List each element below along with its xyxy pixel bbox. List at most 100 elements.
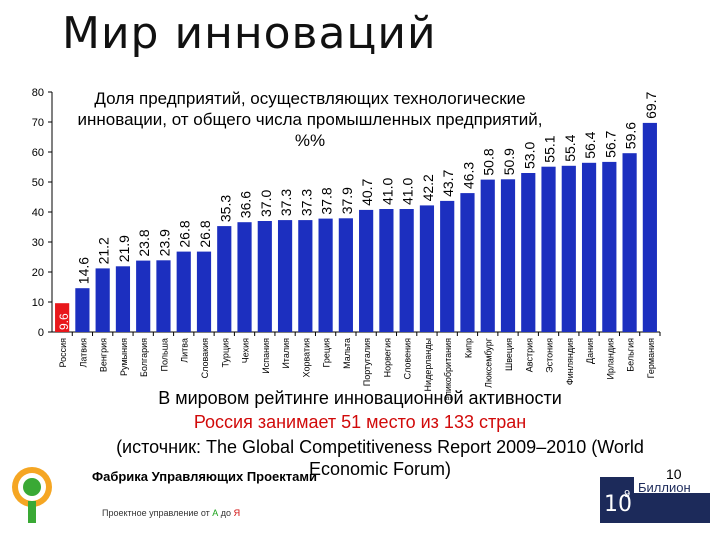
x-tick-label: Финляндия <box>565 338 575 385</box>
x-tick-label: Болгария <box>139 338 149 377</box>
x-tick-label: Греция <box>322 338 332 368</box>
page-title: Мир инноваций <box>62 8 437 59</box>
data-label: 53.0 <box>521 142 537 169</box>
x-tick-label: Австрия <box>524 338 534 372</box>
data-label: 9.6 <box>57 313 71 330</box>
bar <box>196 251 212 332</box>
data-label: 21.2 <box>96 237 112 264</box>
chart-subtitle: Доля предприятий, осуществляющих техноло… <box>77 89 543 150</box>
russia-rank-text: Россия занимает 51 место из 133 стран <box>193 412 527 432</box>
x-tick-label: Великобритания <box>443 338 453 400</box>
data-label: 36.6 <box>238 191 254 218</box>
y-tick-label: 30 <box>32 237 44 249</box>
bar <box>480 179 495 332</box>
data-label: 37.9 <box>339 187 355 214</box>
bar <box>318 218 333 332</box>
bar <box>602 161 617 332</box>
bar <box>55 303 70 332</box>
bar <box>419 205 435 332</box>
x-tick-label: Норвегия <box>382 338 392 378</box>
company-logo-icon <box>12 467 52 523</box>
x-tick-label: Турция <box>220 338 230 368</box>
bar <box>176 251 191 332</box>
bar <box>298 220 313 332</box>
data-label: 21.9 <box>116 235 132 262</box>
tagline-middle: до <box>218 508 234 518</box>
bar <box>136 260 151 332</box>
ranking-caption: В мировом рейтинге инновационной активно… <box>158 388 562 408</box>
data-label: 55.1 <box>542 135 558 162</box>
data-label: 41.0 <box>379 178 395 205</box>
x-tick-label: Эстония <box>545 338 555 373</box>
svg-text:10: 10 <box>604 492 632 517</box>
x-tick-label: Польша <box>159 338 169 371</box>
x-tick-label: Нидерланды <box>423 338 433 391</box>
x-tick-label: Чехия <box>241 338 251 363</box>
bar <box>237 222 252 332</box>
x-tick-label: Дания <box>585 338 595 364</box>
x-tick-label: Испания <box>261 338 271 374</box>
tagline-prefix: Проектное управление от <box>102 508 213 518</box>
x-tick-label: Венгрия <box>99 338 109 372</box>
x-tick-label: Литва <box>180 338 190 363</box>
x-tick-label: Румыния <box>119 338 129 376</box>
x-tick-label: Италия <box>281 338 291 369</box>
data-label: 46.3 <box>460 162 476 189</box>
bar <box>359 209 374 332</box>
data-label: 23.8 <box>136 229 152 256</box>
x-tick-label: Португалия <box>362 338 372 386</box>
data-label: 55.4 <box>562 134 578 161</box>
bar <box>217 226 232 332</box>
billion-logo-icon: 10 9 Биллион <box>600 477 710 523</box>
bar <box>379 209 394 332</box>
x-tick-label: Мальта <box>342 338 352 369</box>
data-label: 37.8 <box>319 187 335 214</box>
x-tick-label: Люксембург <box>484 337 494 388</box>
data-label: 56.4 <box>582 131 598 158</box>
company-name: Фабрика Управляющих Проектами <box>92 469 317 484</box>
data-label: 14.6 <box>75 257 91 284</box>
x-tick-label: Словения <box>403 338 413 380</box>
x-tick-label: Швеция <box>504 338 514 371</box>
x-tick-label: Хорватия <box>301 338 311 378</box>
x-tick-label: Германия <box>646 338 656 378</box>
x-tick-label: Латвия <box>78 338 88 368</box>
page-number: 10 <box>666 466 682 482</box>
y-tick-label: 70 <box>32 117 44 129</box>
data-label: 56.7 <box>602 130 618 157</box>
svg-text:9: 9 <box>624 489 630 500</box>
x-tick-label: Бельгия <box>626 338 636 372</box>
y-tick-label: 10 <box>32 297 44 309</box>
bar <box>460 193 475 332</box>
data-label: 50.9 <box>501 148 517 175</box>
y-tick-label: 0 <box>38 327 44 339</box>
tagline-letter-a: А <box>212 508 219 518</box>
tagline-letter-ya: Я <box>233 508 241 518</box>
y-tick-label: 80 <box>32 87 44 99</box>
bar <box>581 162 597 332</box>
y-tick-label: 20 <box>32 267 44 279</box>
bar <box>521 173 536 332</box>
bar-chart: 0 10 20 30 40 50 60 70 80 9.6 Россия 14.6 Латвия 21.2… <box>32 87 661 400</box>
bar <box>541 166 556 332</box>
bar <box>115 266 131 332</box>
logo-right-label: Биллион <box>638 480 691 495</box>
bar <box>277 220 293 332</box>
data-label: 59.6 <box>623 122 639 149</box>
data-label: 35.3 <box>217 195 233 222</box>
data-label: 37.3 <box>298 189 314 216</box>
bar <box>75 288 90 332</box>
bar <box>338 218 353 332</box>
bar <box>642 122 657 333</box>
data-label: 43.7 <box>440 169 456 196</box>
bar <box>257 221 272 332</box>
company-tagline: Проектное управление от А до Я <box>102 508 240 518</box>
bar <box>622 153 637 332</box>
source-note: (источник: The Global Competitiveness Re… <box>116 437 644 479</box>
bar <box>399 209 414 332</box>
x-tick-label: Словакия <box>200 338 210 379</box>
data-label: 50.8 <box>481 148 497 175</box>
y-tick-label: 60 <box>32 147 44 159</box>
data-label: 69.7 <box>643 91 659 118</box>
y-tick-label: 40 <box>32 207 44 219</box>
